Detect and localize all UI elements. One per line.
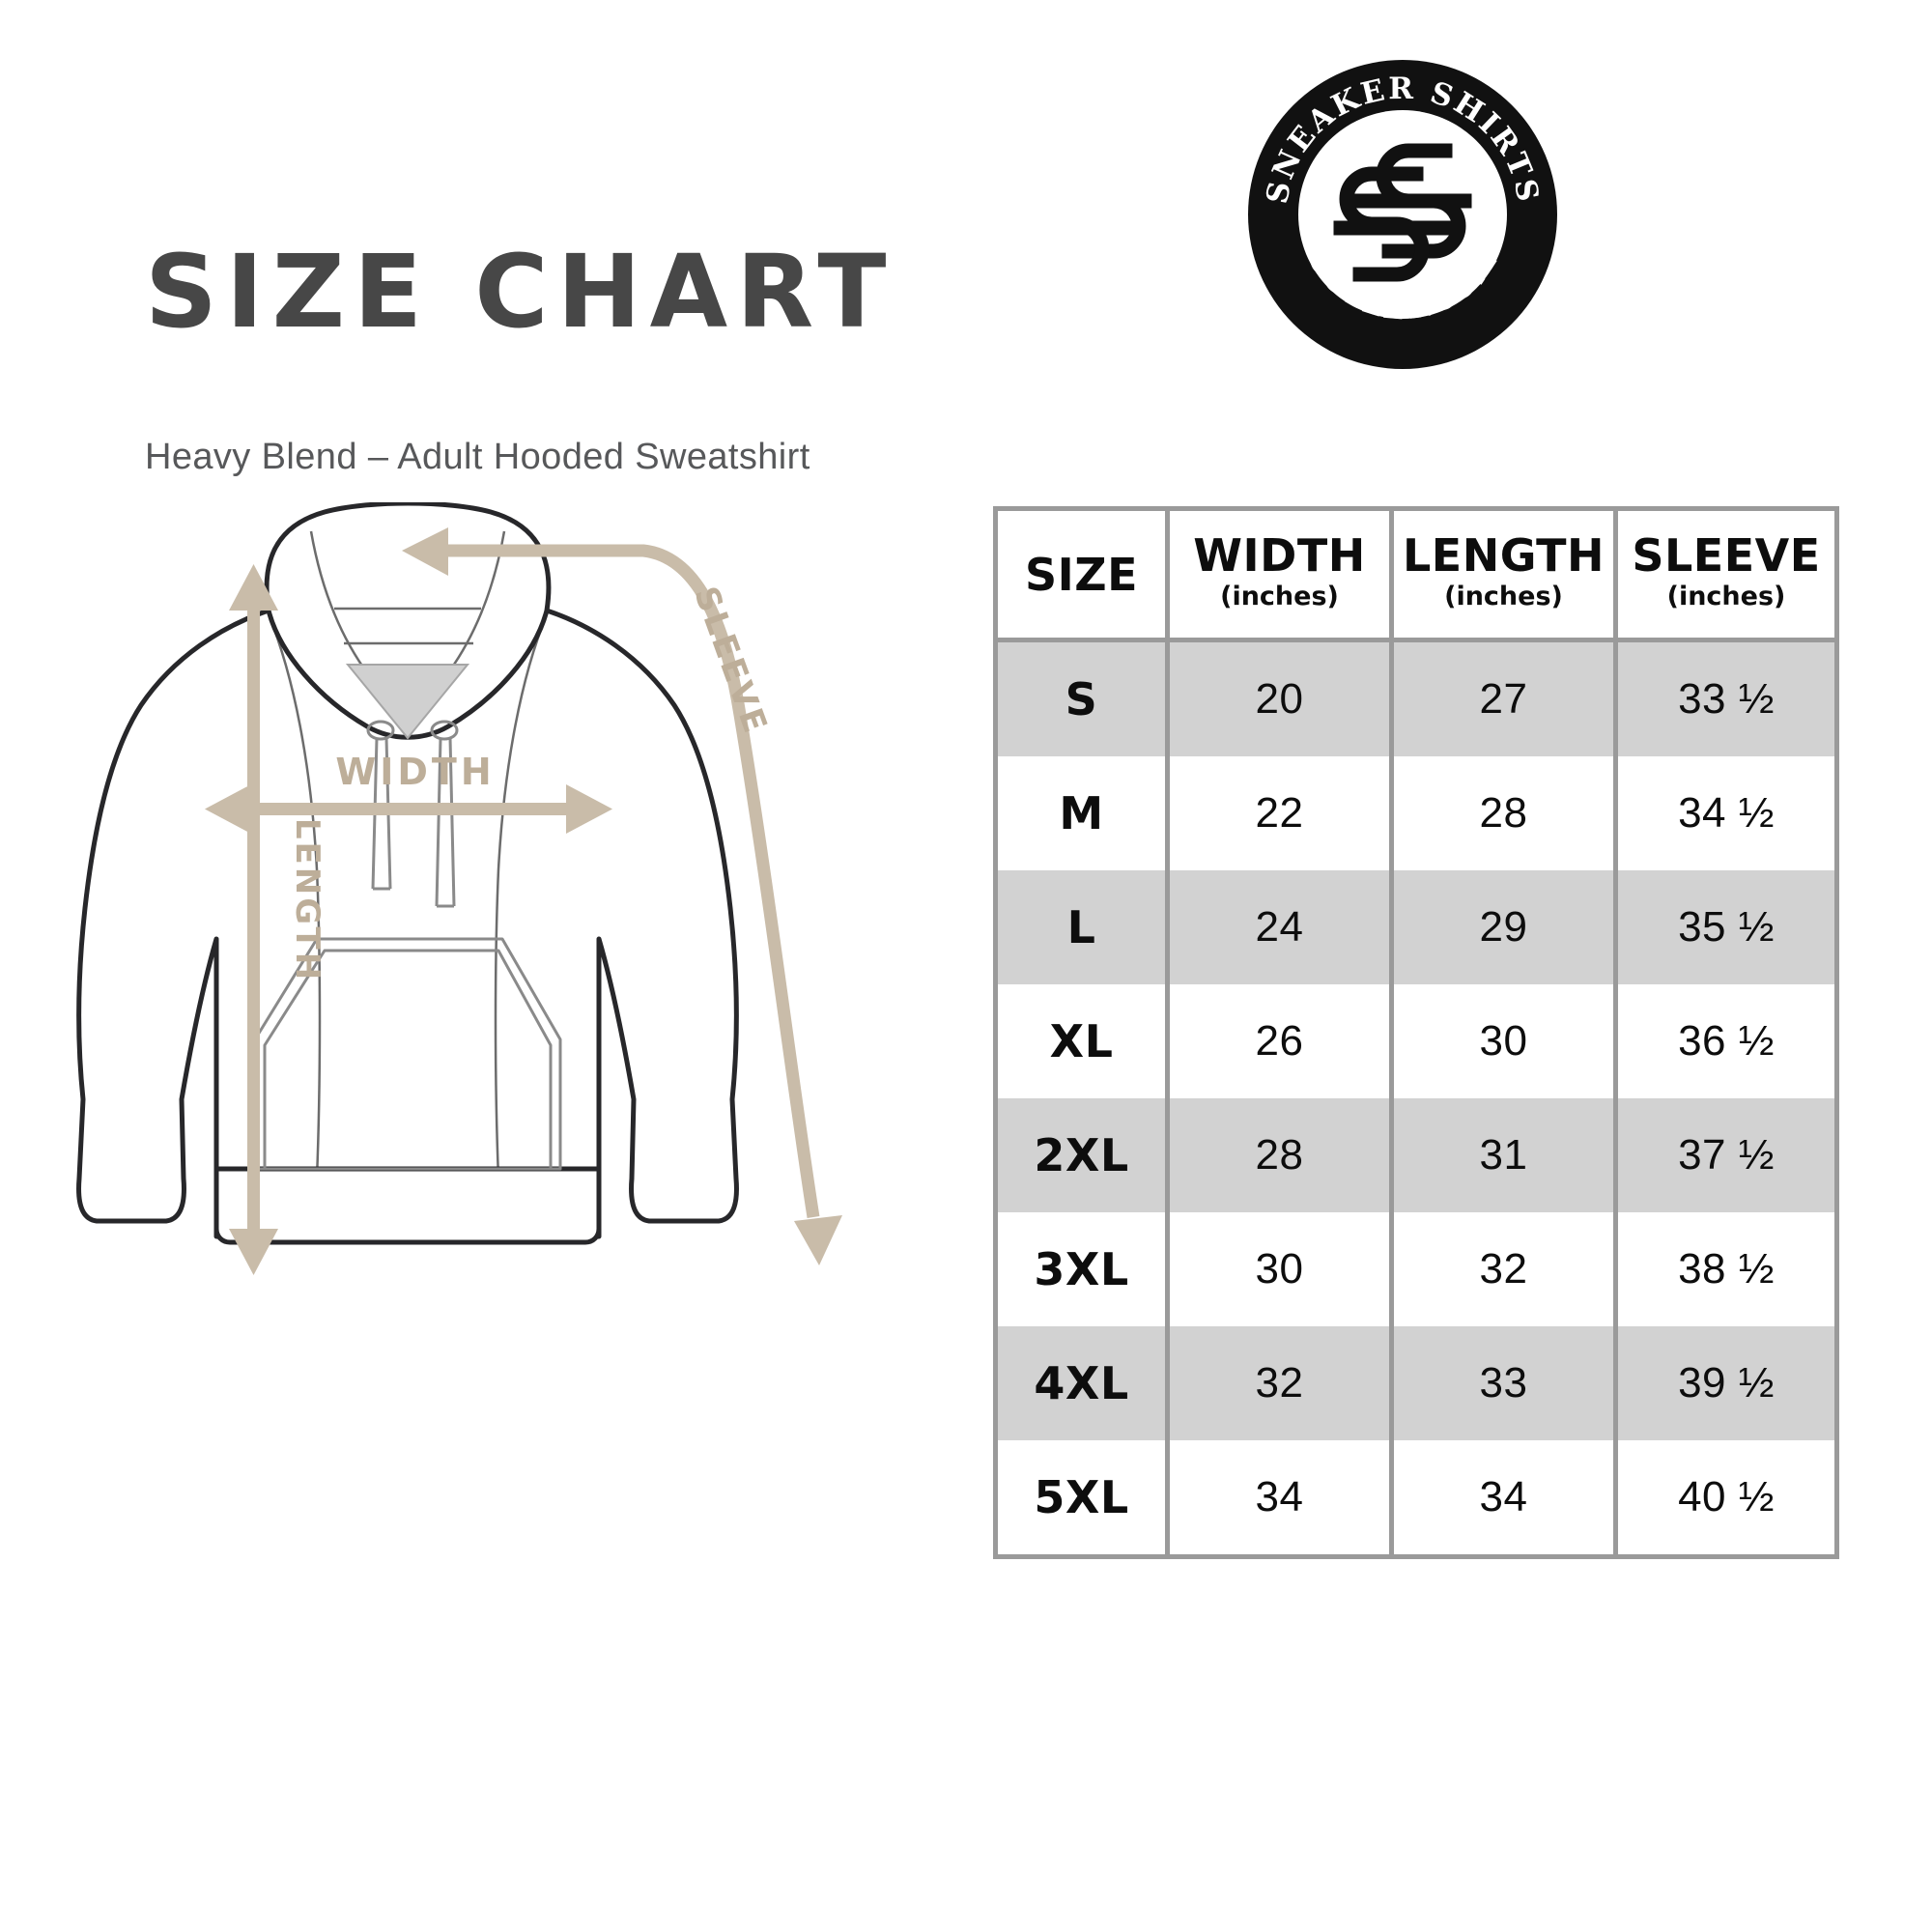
cell-width: 20 bbox=[1170, 642, 1394, 756]
table-row: 3XL 30 32 38 ½ bbox=[998, 1212, 1834, 1326]
cell-sleeve: 34 ½ bbox=[1618, 756, 1834, 870]
cell-width: 22 bbox=[1170, 756, 1394, 870]
sleeve-measure-arrow bbox=[402, 527, 842, 1265]
length-label: LENGTH bbox=[288, 818, 327, 982]
table-header-row: SIZE WIDTH (inches) LENGTH (inches) SLEE… bbox=[998, 511, 1834, 642]
column-header-sleeve: SLEEVE (inches) bbox=[1618, 511, 1834, 642]
cell-sleeve: 35 ½ bbox=[1618, 870, 1834, 984]
length-measure-arrow bbox=[229, 564, 278, 1275]
cell-length: 30 bbox=[1394, 984, 1618, 1098]
table-row: L 24 29 35 ½ bbox=[998, 870, 1834, 984]
cell-width: 32 bbox=[1170, 1326, 1394, 1440]
table-row: S 20 27 33 ½ bbox=[998, 642, 1834, 756]
column-header-sleeve-label: SLEEVE bbox=[1632, 529, 1821, 582]
cell-width: 24 bbox=[1170, 870, 1394, 984]
column-header-size: SIZE bbox=[998, 511, 1170, 642]
cell-length: 31 bbox=[1394, 1098, 1618, 1212]
hoodie-diagram: LENGTH WIDTH SLEEVE bbox=[58, 502, 966, 1623]
cell-width: 26 bbox=[1170, 984, 1394, 1098]
cell-size: XL bbox=[998, 984, 1170, 1098]
table-row: 4XL 32 33 39 ½ bbox=[998, 1326, 1834, 1440]
column-header-sleeve-unit: (inches) bbox=[1666, 582, 1786, 612]
size-table-head: SIZE WIDTH (inches) LENGTH (inches) SLEE… bbox=[998, 511, 1834, 642]
cell-length: 32 bbox=[1394, 1212, 1618, 1326]
table-row: 2XL 28 31 37 ½ bbox=[998, 1098, 1834, 1212]
hoodie-seams bbox=[267, 613, 549, 1179]
cell-sleeve: 33 ½ bbox=[1618, 642, 1834, 756]
cell-length: 27 bbox=[1394, 642, 1618, 756]
logo-inner-disc bbox=[1298, 110, 1507, 319]
cell-size: 5XL bbox=[998, 1440, 1170, 1554]
size-table-body: S 20 27 33 ½ M 22 28 34 ½ L 24 29 35 ½ bbox=[998, 642, 1834, 1554]
cell-length: 33 bbox=[1394, 1326, 1618, 1440]
brand-logo: SNEAKER SHIRTS OUTLET.COM bbox=[1244, 56, 1561, 373]
cell-length: 34 bbox=[1394, 1440, 1618, 1554]
sleeve-label: SLEEVE bbox=[686, 582, 775, 740]
cell-sleeve: 40 ½ bbox=[1618, 1440, 1834, 1554]
hoodie-drawstrings bbox=[366, 720, 459, 908]
column-header-size-label: SIZE bbox=[1024, 548, 1139, 601]
cell-size: L bbox=[998, 870, 1170, 984]
column-header-length: LENGTH (inches) bbox=[1394, 511, 1618, 642]
cell-sleeve: 38 ½ bbox=[1618, 1212, 1834, 1326]
hoodie-hood bbox=[264, 502, 552, 740]
page-title: SIZE CHART bbox=[145, 233, 895, 351]
table-row: 5XL 34 34 40 ½ bbox=[998, 1440, 1834, 1554]
title-block: SIZE CHART Heavy Blend – Adult Hooded Sw… bbox=[145, 242, 937, 478]
table-row: M 22 28 34 ½ bbox=[998, 756, 1834, 870]
cell-width: 34 bbox=[1170, 1440, 1394, 1554]
column-header-width: WIDTH (inches) bbox=[1170, 511, 1394, 642]
width-measure-arrow bbox=[205, 784, 612, 834]
width-label: WIDTH bbox=[335, 751, 495, 793]
hoodie-hem-band bbox=[213, 1166, 602, 1245]
column-header-width-unit: (inches) bbox=[1220, 582, 1339, 612]
cell-size: 3XL bbox=[998, 1212, 1170, 1326]
cell-sleeve: 37 ½ bbox=[1618, 1098, 1834, 1212]
cell-size: M bbox=[998, 756, 1170, 870]
cell-size: 4XL bbox=[998, 1326, 1170, 1440]
cell-sleeve: 39 ½ bbox=[1618, 1326, 1834, 1440]
size-table-container: SIZE WIDTH (inches) LENGTH (inches) SLEE… bbox=[993, 506, 1839, 1559]
cell-length: 29 bbox=[1394, 870, 1618, 984]
column-header-length-unit: (inches) bbox=[1444, 582, 1563, 612]
size-table: SIZE WIDTH (inches) LENGTH (inches) SLEE… bbox=[993, 506, 1839, 1559]
cell-length: 28 bbox=[1394, 756, 1618, 870]
cell-size: 2XL bbox=[998, 1098, 1170, 1212]
page-subtitle: Heavy Blend – Adult Hooded Sweatshirt bbox=[145, 437, 810, 477]
cell-size: S bbox=[998, 642, 1170, 756]
table-row: XL 26 30 36 ½ bbox=[998, 984, 1834, 1098]
column-header-length-label: LENGTH bbox=[1402, 529, 1605, 582]
logo-monogram bbox=[1333, 143, 1472, 282]
cell-width: 28 bbox=[1170, 1098, 1394, 1212]
column-header-width-label: WIDTH bbox=[1193, 529, 1366, 582]
cell-sleeve: 36 ½ bbox=[1618, 984, 1834, 1098]
hoodie-neck-panel bbox=[345, 664, 470, 740]
cell-width: 30 bbox=[1170, 1212, 1394, 1326]
